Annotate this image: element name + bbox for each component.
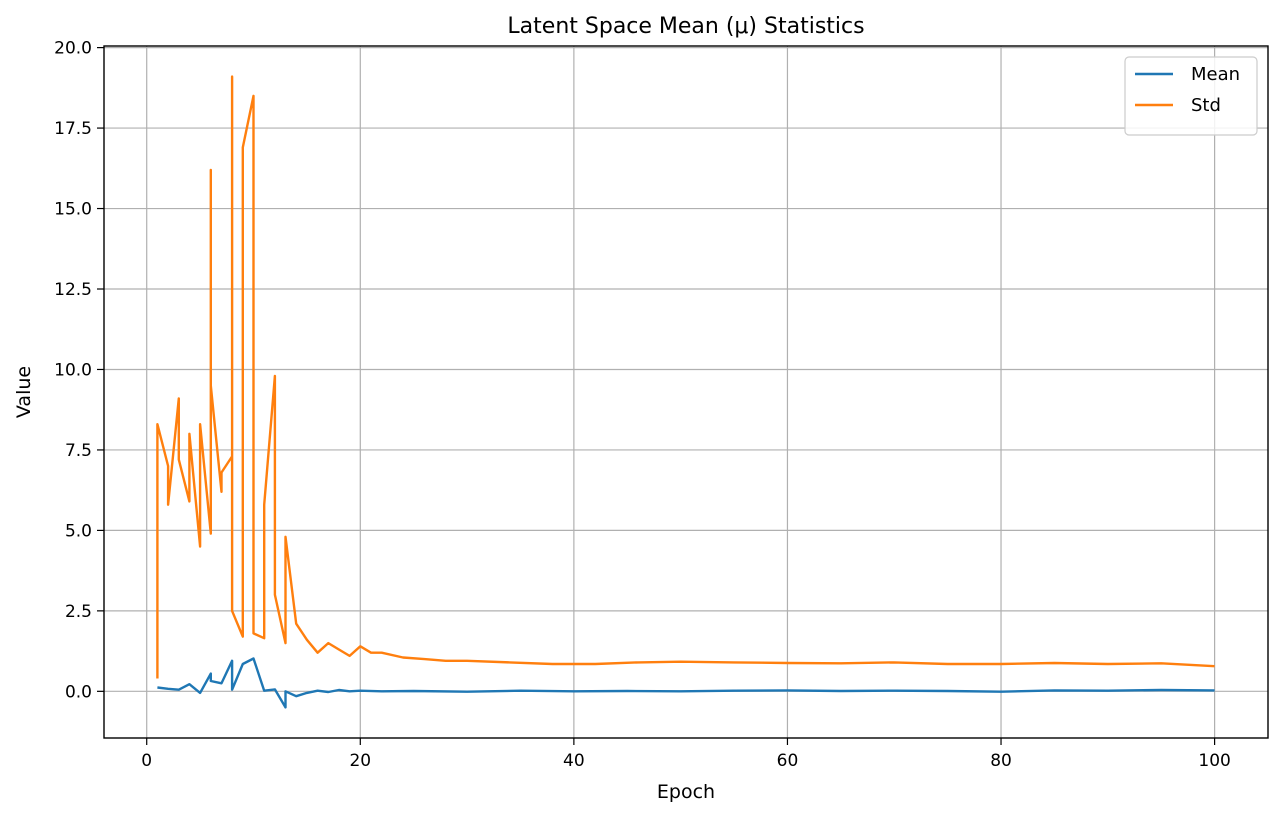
x-tick-label: 60 [777, 751, 799, 771]
legend: Mean Std [1124, 56, 1258, 136]
ticks: 0 20 40 60 80 100 0.0 2.5 5.0 7.5 10.0 12.5 15.0 17.5… [54, 39, 1231, 771]
y-tick-label: 17.5 [54, 119, 92, 139]
plot-frame [103, 45, 1269, 739]
series-layer [156, 75, 1215, 709]
y-tick-label: 20.0 [54, 39, 92, 59]
legend-label-std: Std [1191, 95, 1221, 116]
chart-title: Latent Space Mean (μ) Statistics [507, 14, 864, 39]
x-tick-label: 80 [990, 751, 1012, 771]
x-tick-label: 0 [141, 751, 152, 771]
y-tick-label: 5.0 [65, 521, 92, 541]
y-tick-label: 0.0 [65, 682, 92, 702]
series-line-std [156, 75, 1215, 679]
series-line-mean [157, 657, 1215, 709]
legend-label-mean: Mean [1191, 64, 1240, 85]
legend-box [1124, 56, 1258, 136]
y-tick-label: 2.5 [65, 602, 92, 622]
y-axis-label: Value [13, 366, 35, 418]
x-tick-label: 20 [349, 751, 371, 771]
y-tick-label: 10.0 [54, 360, 92, 380]
x-axis-label: Epoch [657, 781, 715, 803]
y-tick-label: 7.5 [65, 441, 92, 461]
y-tick-label: 15.0 [54, 200, 92, 220]
x-tick-label: 40 [563, 751, 585, 771]
grid [104, 46, 1268, 738]
y-tick-label: 12.5 [54, 280, 92, 300]
x-tick-label: 100 [1198, 751, 1230, 771]
